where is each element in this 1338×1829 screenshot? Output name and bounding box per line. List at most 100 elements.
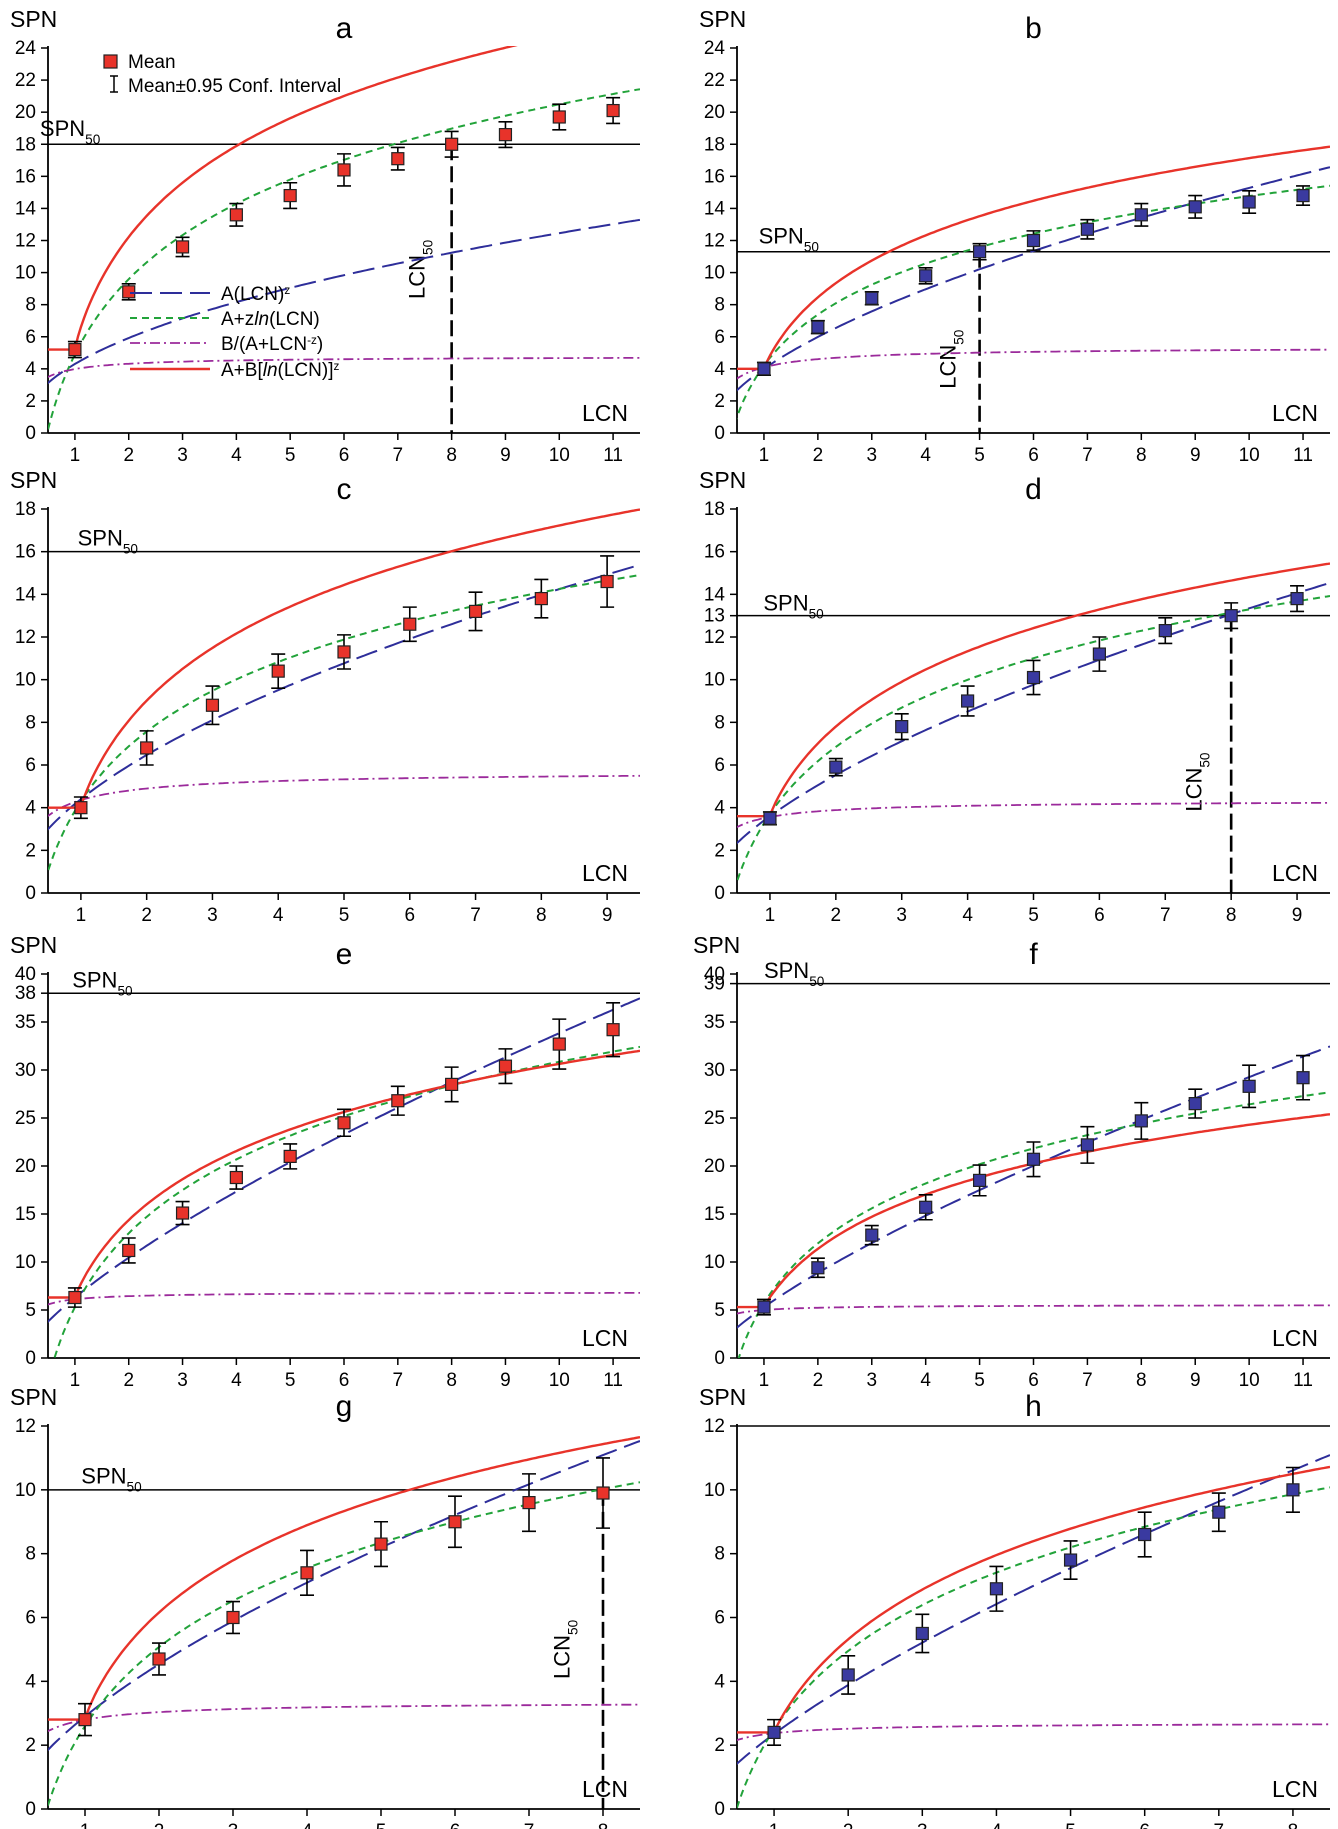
- y-tick-label: 30: [15, 1060, 36, 1081]
- y-tick-label: 16: [15, 166, 36, 187]
- y-tick-label: 6: [25, 327, 36, 348]
- x-tick-label: 5: [1065, 1821, 1076, 1829]
- spn50-label: SPN50: [78, 525, 139, 556]
- legend: Mean Mean±0.95 Conf. Interval A(LCN)z A+zln…: [103, 52, 341, 382]
- lcn50-label: LCN50: [1182, 752, 1213, 812]
- x-tick-label: 2: [154, 1821, 165, 1829]
- spn50-label: SPN50: [759, 224, 820, 255]
- fit-curve-power: [737, 1454, 1330, 1766]
- y-axis-label: SPN: [10, 6, 57, 32]
- mean-marker: [811, 1261, 825, 1275]
- legend-label-lnpow: A+B[ln(LCN)]z: [221, 360, 339, 382]
- x-tick-label: 3: [228, 1821, 239, 1829]
- x-tick-label: 7: [524, 1821, 535, 1829]
- panel-letter: h: [1025, 1390, 1042, 1423]
- y-tick-label: 6: [714, 755, 725, 776]
- fit-curve-rational: [737, 1304, 1330, 1315]
- x-tick-label: 9: [500, 445, 511, 466]
- y-tick-label: 15: [704, 1204, 725, 1225]
- y-tick-label: 20: [704, 102, 725, 123]
- fit-curve-rational: [737, 801, 1330, 829]
- y-tick-label: 24: [15, 38, 37, 59]
- x-tick-label: 7: [1160, 905, 1171, 926]
- y-tick-label: 6: [714, 327, 725, 348]
- fit-curve-power: [737, 1045, 1330, 1329]
- x-tick-label: 8: [1136, 445, 1147, 466]
- x-tick-label: 3: [896, 905, 907, 926]
- y-tick-label: 20: [704, 1156, 725, 1177]
- mean-marker: [1286, 1483, 1300, 1497]
- panel-letter: d: [1025, 473, 1042, 506]
- x-tick-label: 6: [1028, 445, 1039, 466]
- y-tick-label: 0: [714, 423, 725, 444]
- x-tick-label: 5: [974, 445, 985, 466]
- y-tick-label: 16: [704, 542, 725, 563]
- x-tick-label: 5: [974, 1370, 985, 1391]
- y-tick-label: 8: [25, 1544, 36, 1565]
- x-tick-label: 3: [917, 1821, 928, 1829]
- x-tick-label: 9: [602, 905, 613, 926]
- mean-marker: [498, 128, 513, 142]
- x-tick-label: 7: [470, 905, 481, 926]
- y-tick-label: 4: [714, 798, 725, 819]
- y-tick-label: 2: [25, 391, 36, 412]
- legend-label-log: A+zln(LCN): [221, 309, 320, 330]
- y-tick-label: 10: [704, 1252, 725, 1273]
- fit-curve-rational: [48, 357, 640, 378]
- y-tick-label: 10: [15, 670, 36, 691]
- spn50-label: SPN50: [81, 1463, 142, 1494]
- x-tick-label: 3: [177, 445, 188, 466]
- mean-marker: [763, 811, 777, 825]
- y-tick-label: 22: [704, 70, 725, 91]
- x-tick-label: 4: [920, 1370, 931, 1391]
- x-tick-label: 6: [404, 905, 415, 926]
- mean-marker: [468, 604, 483, 619]
- y-tick-label: 40: [704, 964, 725, 985]
- fit-curve-rational: [48, 1703, 640, 1733]
- y-tick-label: 8: [714, 295, 725, 316]
- mean-marker: [175, 240, 190, 254]
- mean-marker: [391, 1094, 405, 1108]
- y-axis-label: SPN: [10, 932, 57, 958]
- mean-marker: [226, 1610, 240, 1625]
- fit-curve-log: [48, 574, 640, 875]
- mean-marker: [1026, 670, 1041, 685]
- y-tick-label: 40: [15, 964, 36, 985]
- x-tick-label: 2: [843, 1821, 854, 1829]
- mean-marker: [1224, 609, 1238, 623]
- mean-marker: [498, 1059, 513, 1073]
- x-tick-label: 5: [339, 905, 350, 926]
- mean-marker: [448, 1515, 462, 1529]
- y-tick-label: 6: [714, 1608, 725, 1629]
- fit-curve-log: [737, 184, 1330, 420]
- mean-marker: [1242, 1079, 1256, 1093]
- x-tick-label: 2: [813, 445, 824, 466]
- mean-marker: [1080, 1138, 1095, 1152]
- x-tick-label: 5: [376, 1821, 387, 1829]
- x-tick-label: 10: [1239, 1370, 1260, 1391]
- x-axis-label: LCN: [1272, 860, 1318, 886]
- x-tick-label: 6: [1139, 1821, 1150, 1829]
- x-tick-label: 1: [769, 1821, 780, 1829]
- y-tick-label: 10: [15, 1252, 36, 1273]
- mean-marker: [1026, 1152, 1041, 1166]
- y-tick-label: 6: [25, 1608, 36, 1629]
- x-tick-label: 8: [598, 1821, 609, 1829]
- fit-curve-power: [48, 563, 640, 831]
- y-tick-label: 13: [704, 606, 725, 627]
- x-tick-label: 1: [759, 445, 770, 466]
- y-tick-label: 14: [15, 198, 37, 219]
- mean-marker: [403, 617, 417, 631]
- mean-marker: [1188, 1096, 1202, 1111]
- x-axis-label: LCN: [582, 400, 628, 426]
- fit-curve-rational: [737, 348, 1330, 380]
- mean-marker: [552, 110, 566, 124]
- mean-marker: [175, 1206, 190, 1220]
- fit-curve-log: [48, 88, 640, 433]
- x-tick-label: 11: [603, 1370, 623, 1391]
- y-tick-label: 0: [25, 423, 36, 444]
- x-tick-label: 2: [831, 905, 842, 926]
- mean-marker: [1134, 208, 1148, 222]
